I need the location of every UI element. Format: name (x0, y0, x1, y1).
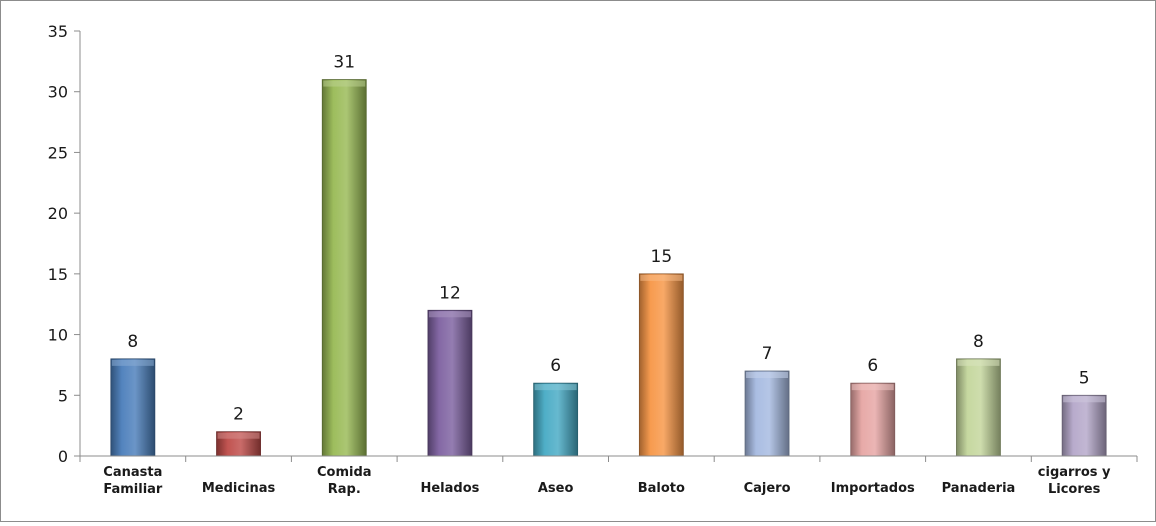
x-tick-label: Comida Rap. (317, 465, 372, 497)
y-tick-label: 30 (48, 83, 68, 102)
x-axis: Canasta Familiar Medicinas Comida Rap. Helado… (79, 455, 1138, 497)
bar (533, 382, 579, 457)
bar (956, 358, 1001, 457)
data-label: 31 (333, 53, 355, 73)
x-tick-label: Importados (831, 481, 915, 496)
x-tick-label: Helados (420, 481, 479, 496)
bar (321, 79, 367, 457)
y-tick-label: 15 (48, 265, 68, 284)
bar (110, 358, 156, 457)
bar-highlight (534, 384, 577, 391)
data-label: 8 (127, 332, 138, 352)
data-label: 6 (550, 356, 561, 376)
bar-highlight (323, 80, 366, 87)
bar-highlight (746, 372, 789, 378)
data-label: 5 (1079, 368, 1090, 388)
data-label: 15 (651, 247, 673, 267)
bar-highlight (851, 384, 894, 391)
bar-highlight (217, 432, 260, 439)
y-tick-label: 0 (58, 447, 68, 466)
x-tick-label: Panaderia (942, 481, 1016, 496)
y-tick-label: 10 (48, 326, 68, 345)
bar-highlight (111, 359, 154, 366)
y-tick-label: 20 (48, 204, 68, 223)
x-tick-label: Medicinas (202, 481, 276, 496)
bar-highlight (957, 359, 1000, 366)
x-tick-label: Baloto (638, 481, 685, 496)
bar (1061, 394, 1107, 457)
x-tick-label: Cajero (744, 481, 791, 496)
bar (638, 273, 684, 457)
y-tick-label: 25 (48, 143, 68, 162)
y-tick-label: 5 (58, 386, 68, 405)
data-label: 6 (867, 356, 878, 376)
data-label: 12 (439, 283, 461, 303)
y-tick-label: 35 (48, 22, 68, 41)
bar (744, 370, 790, 457)
data-label: 7 (762, 344, 773, 364)
x-tick-label: Aseo (538, 481, 574, 496)
x-tick-label: Canasta Familiar (103, 465, 163, 497)
bars: 8 2 31 12 6 15 7 6 8 5 (110, 53, 1107, 457)
bar (850, 382, 896, 457)
bar-highlight (640, 274, 683, 281)
bar-highlight (1063, 396, 1106, 403)
y-axis: 0 5 10 15 20 25 30 35 (48, 22, 81, 466)
data-label: 2 (233, 405, 244, 425)
bar (427, 309, 473, 457)
x-tick-label: cigarros y Licores (1038, 465, 1111, 497)
bar-highlight (428, 311, 471, 318)
data-label: 8 (973, 332, 984, 352)
